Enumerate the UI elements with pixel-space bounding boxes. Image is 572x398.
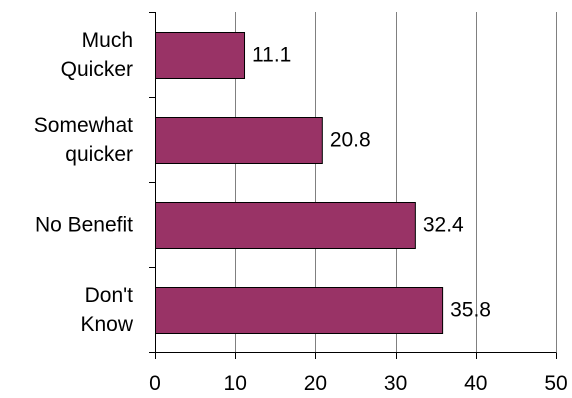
x-tick-label-30: 30 (384, 372, 407, 395)
category-label-3: Don't Know (80, 284, 133, 336)
category-label-1: Somewhat quicker (34, 114, 133, 166)
value-label-0: 11.1 (252, 44, 291, 67)
x-tick-label-0: 0 (149, 372, 161, 395)
x-tick-label-40: 40 (464, 372, 487, 395)
category-label-0: Much Quicker (61, 29, 133, 81)
axes (149, 12, 557, 359)
bar-3 (155, 287, 444, 334)
value-label-2: 32.4 (423, 214, 464, 237)
x-tick-label-20: 20 (304, 372, 327, 395)
labels: 11.1 20.8 32.4 35.8 0 10 20 30 40 50 Much Quicker So… (34, 29, 568, 395)
value-label-1: 20.8 (330, 129, 371, 152)
category-label-2: No Benefit (35, 214, 133, 237)
bar-0 (155, 32, 246, 79)
bar-2 (155, 202, 416, 249)
bars (155, 32, 444, 334)
value-label-3: 35.8 (450, 299, 491, 322)
x-tick-label-50: 50 (544, 372, 567, 395)
bar-1 (155, 117, 323, 164)
x-tick-label-10: 10 (224, 372, 247, 395)
